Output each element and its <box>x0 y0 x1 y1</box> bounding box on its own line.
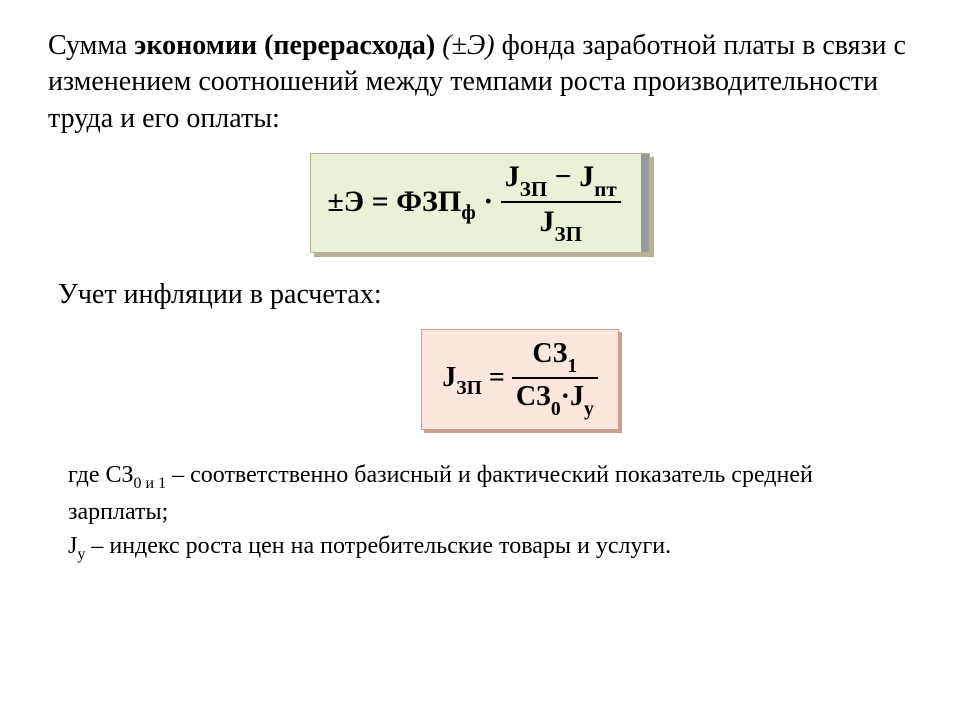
f1-eq: = <box>372 185 389 218</box>
formula2-wrap: JЗП = СЗ1 СЗ0·Jу <box>48 329 912 429</box>
d2-b: – индекс роста цен на потребительские то… <box>85 533 671 559</box>
definitions: где СЗ0 и 1 – соответственно базисный и … <box>68 458 892 567</box>
f2-den-j-sub: у <box>584 399 594 420</box>
f1-e: Э <box>344 185 364 218</box>
f1-num-j1-sub: ЗП <box>520 177 547 201</box>
f1-pm: ± <box>327 185 343 218</box>
f1-num-j2-sub: пт <box>594 177 616 201</box>
f1-fzp: ФЗП <box>396 185 461 218</box>
def-line-2: Jу – индекс роста цен на потребительские… <box>68 529 892 566</box>
formula1-stripe <box>641 154 649 252</box>
f2-den-j: J <box>570 381 584 412</box>
f2-frac: СЗ1 СЗ0·Jу <box>512 340 598 416</box>
f2-num-sub: 1 <box>567 356 577 377</box>
d1-sub: 0 и 1 <box>134 474 167 491</box>
paragraph-intro: Сумма экономии (перерасхода) (±Э) фонда … <box>48 28 912 137</box>
slide: Сумма экономии (перерасхода) (±Э) фонда … <box>0 0 960 720</box>
d1-b: – соответственно базисный и фактический … <box>68 462 813 525</box>
formula1-wrap: ±Э = ФЗПф · JЗП − Jпт JЗП <box>48 153 912 253</box>
f1-den-j-sub: ЗП <box>555 222 582 246</box>
f1-num: JЗП − Jпт <box>501 162 621 203</box>
def-line-1: где СЗ0 и 1 – соответственно базисный и … <box>68 458 892 530</box>
f1-fzp-sub: ф <box>461 200 476 224</box>
f2-den: СЗ0·Jу <box>512 379 598 416</box>
f2-den-sz: СЗ <box>516 381 551 412</box>
p1-italic: (±Э) <box>442 30 494 61</box>
f1-num-minus: − <box>555 160 572 193</box>
f2-den-dot: · <box>561 381 570 412</box>
d2-a: J <box>68 533 77 559</box>
f2-lhs: J <box>442 362 456 393</box>
f2-eq: = <box>489 362 505 393</box>
formula2-box: JЗП = СЗ1 СЗ0·Jу <box>421 329 619 429</box>
f2-num-sz: СЗ <box>532 338 567 369</box>
f1-frac: JЗП − Jпт JЗП <box>501 162 621 242</box>
f1-dot: · <box>483 185 493 218</box>
p1-bold: экономии (перерасхода) <box>134 30 442 61</box>
f2-den-sz-sub: 0 <box>551 399 561 420</box>
f1-den-j: J <box>540 205 555 238</box>
p1-plain-a: Сумма <box>48 30 134 61</box>
formula1-box: ±Э = ФЗПф · JЗП − Jпт JЗП <box>310 153 649 253</box>
f1-num-j2: J <box>579 160 594 193</box>
f2-lhs-sub: ЗП <box>456 378 482 399</box>
f1-num-j1: J <box>505 160 520 193</box>
paragraph-inflation: Учет инфляции в расчетах: <box>58 279 912 311</box>
f1-den: JЗП <box>501 203 621 242</box>
d1-a: где СЗ <box>68 462 134 488</box>
f2-num: СЗ1 <box>512 340 598 379</box>
